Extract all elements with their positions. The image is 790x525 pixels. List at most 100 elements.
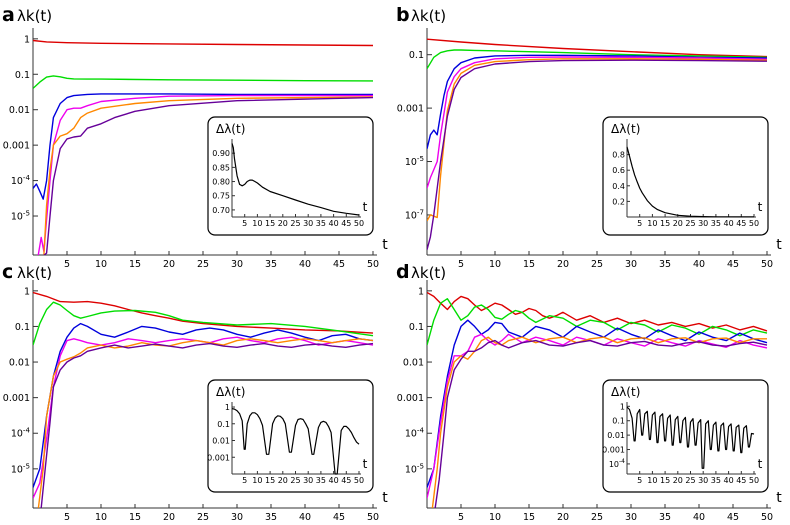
y-tick-label: 10-7 xyxy=(405,207,424,221)
inset-x-tick-label: 45 xyxy=(341,476,351,485)
y-tick-label: 0.001 xyxy=(3,141,30,152)
y-tick-label: 0.001 xyxy=(397,393,424,404)
y-tick-label: 10-5 xyxy=(405,154,424,168)
x-tick-label: 20 xyxy=(163,512,175,523)
inset-x-tick-label: 40 xyxy=(724,476,734,485)
series-line-k1 xyxy=(427,291,768,332)
inset-y-tick-label: 0.1 xyxy=(612,417,625,426)
series-line-k3 xyxy=(427,319,768,488)
inset-x-axis-label: t xyxy=(758,457,763,471)
y-tick-label: 10-4 xyxy=(405,426,425,440)
inset-x-tick-label: 35 xyxy=(711,219,721,228)
series-line-k4 xyxy=(33,336,374,499)
inset-y-tick-label: 0.6 xyxy=(612,166,625,175)
inset-y-tick-label: 0.01 xyxy=(607,431,625,440)
x-tick-label: 5 xyxy=(458,512,464,523)
inset-y-tick-label: 0.001 xyxy=(602,446,625,455)
series-group xyxy=(33,39,374,255)
inset-y-tick-label: 0.80 xyxy=(212,178,230,187)
y-tick-label: 0.1 xyxy=(15,322,30,333)
x-tick-label: 50 xyxy=(761,512,773,523)
series-line-k2 xyxy=(33,75,374,89)
x-tick-label: 25 xyxy=(591,512,603,523)
inset-x-tick-label: 10 xyxy=(647,476,657,485)
panel-c: c λk(t)t5 10 15 20 25 30 35 40 45 5010.10.010.0011… xyxy=(2,261,388,523)
inset-box xyxy=(207,379,374,493)
inset-y-tick-label: 1 xyxy=(225,403,230,412)
inset-y-tick-label: 1 xyxy=(620,402,625,411)
panel-label: a xyxy=(2,4,15,26)
x-tick-label: 15 xyxy=(129,512,141,523)
inset-x-tick-label: 35 xyxy=(316,219,326,228)
y-tick-label: 1 xyxy=(24,34,30,45)
x-tick-label: 30 xyxy=(231,259,243,270)
series-line-k3 xyxy=(33,93,373,200)
inset-x-tick-label: 25 xyxy=(290,476,300,485)
y-axis-label: λk(t) xyxy=(17,264,52,282)
series-group xyxy=(33,291,374,508)
series-line-k5 xyxy=(43,96,374,255)
series-line-k6 xyxy=(427,59,768,250)
y-tick-label: 0.001 xyxy=(397,104,424,115)
x-tick-label: 35 xyxy=(659,259,671,270)
inset-x-tick-label: 30 xyxy=(698,219,708,228)
inset-box xyxy=(207,116,374,236)
inset-x-tick-label: 35 xyxy=(711,476,721,485)
series-line-k4 xyxy=(427,56,768,189)
series-group xyxy=(427,291,768,508)
inset-curve xyxy=(626,406,755,469)
y-axis-label: λk(t) xyxy=(411,7,446,25)
x-tick-label: 5 xyxy=(64,259,70,270)
panel-b: b λk(t)t5 10 15 20 25 30 35 40 45 500.10.00110-510… xyxy=(396,4,782,270)
inset-y-tick-label: 0.8 xyxy=(612,151,625,160)
x-tick-label: 40 xyxy=(693,512,705,523)
inset-y-tick-label: 0.001 xyxy=(207,453,230,462)
x-tick-label: 35 xyxy=(265,512,277,523)
inset-label: Δλ(t) xyxy=(611,385,640,399)
y-tick-label: 10-5 xyxy=(405,461,424,475)
y-axis-label: λk(t) xyxy=(411,264,446,282)
y-tick-label: 0.01 xyxy=(9,358,30,369)
inset-box xyxy=(602,116,769,236)
inset-y-tick-label: 0.70 xyxy=(212,206,230,215)
inset-x-tick-label: 50 xyxy=(749,476,759,485)
inset-c: Δλ(t) t 5 10 15 20 25 30 35 40 45 50 1 0.1 0.01 0.001 xyxy=(207,379,374,493)
inset-y-tick-label: 0.4 xyxy=(612,182,625,191)
x-axis-label: t xyxy=(776,237,782,253)
series-line-k2 xyxy=(427,298,768,346)
inset-y-tick-label: 0.01 xyxy=(212,437,230,446)
inset-x-tick-label: 15 xyxy=(265,476,275,485)
inset-x-tick-label: 40 xyxy=(329,219,339,228)
x-tick-label: 45 xyxy=(333,259,345,270)
x-tick-label: 40 xyxy=(693,259,705,270)
x-tick-label: 10 xyxy=(489,259,501,270)
inset-label: Δλ(t) xyxy=(216,385,245,399)
inset-x-tick-label: 35 xyxy=(316,476,326,485)
panel-d: d λk(t)t5 10 15 20 25 30 35 40 45 5010.10.010.0011… xyxy=(396,261,782,523)
inset-y-tick-label: 0.85 xyxy=(212,163,230,172)
inset-x-tick-label: 10 xyxy=(647,219,657,228)
inset-x-tick-label: 40 xyxy=(724,219,734,228)
inset-x-tick-label: 45 xyxy=(736,476,746,485)
y-tick-label: 0.01 xyxy=(403,358,424,369)
x-tick-label: 10 xyxy=(95,259,107,270)
x-tick-label: 35 xyxy=(265,259,277,270)
inset-y-tick-label: 0.75 xyxy=(212,192,230,201)
series-line-k2 xyxy=(33,301,374,346)
inset-label: Δλ(t) xyxy=(611,122,640,136)
inset-x-tick-label: 45 xyxy=(736,219,746,228)
series-line-k5 xyxy=(37,338,374,508)
x-tick-label: 10 xyxy=(489,512,501,523)
series-line-k3 xyxy=(33,322,374,488)
x-tick-label: 5 xyxy=(64,512,70,523)
x-tick-label: 20 xyxy=(163,259,175,270)
inset-x-tick-label: 20 xyxy=(278,476,288,485)
inset-x-tick-label: 50 xyxy=(354,476,364,485)
inset-x-tick-label: 30 xyxy=(303,476,313,485)
x-tick-label: 35 xyxy=(659,512,671,523)
x-tick-label: 15 xyxy=(129,259,141,270)
inset-x-tick-label: 30 xyxy=(303,219,313,228)
series-line-k2 xyxy=(427,49,768,70)
inset-y-tick-label: 0.90 xyxy=(212,149,230,158)
